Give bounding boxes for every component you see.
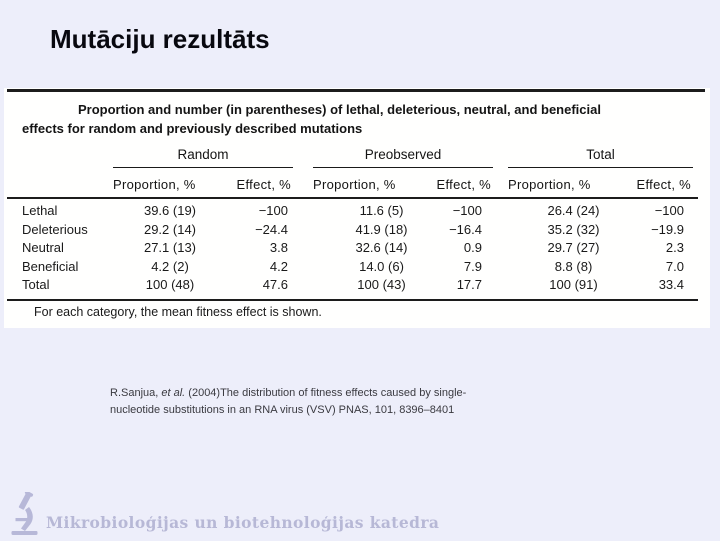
- cell-total-effect: −19.9: [651, 221, 684, 237]
- cell-total-effect: 7.0: [665, 258, 684, 274]
- row-label: Neutral: [22, 240, 64, 256]
- table-footnote: For each category, the mean fitness effe…: [34, 305, 322, 319]
- row-label: Total: [22, 277, 50, 293]
- cell-random-proportion: 39.6 (19): [143, 203, 197, 218]
- cell-random-proportion: 4.2 (2): [151, 258, 189, 274]
- citation-line1: R.Sanjua, et al. (2004)The distribution …: [110, 385, 590, 402]
- cell-preobserved-proportion: 41.9 (18): [355, 221, 408, 237]
- table-body: Lethal 39.6 (19) −100 11.6 (5) −100 26.4…: [4, 202, 710, 295]
- citation-line2: nucleotide substitutions in an RNA virus…: [110, 404, 455, 416]
- col-header-preobserved-proportion: Proportion, %: [313, 177, 396, 192]
- cell-total-proportion: 8.8 (8): [554, 258, 593, 274]
- cell-random-effect: 3.8: [269, 240, 288, 256]
- cell-random-effect: −24.4: [255, 221, 288, 237]
- cell-preobserved-proportion: 14.0 (6): [359, 258, 404, 274]
- column-group-header-row: Random Preobserved Total: [22, 144, 693, 168]
- column-gap: [293, 258, 313, 277]
- cell-random-proportion: 29.2 (14): [143, 221, 197, 237]
- cell-preobserved-effect: 7.9: [463, 258, 482, 274]
- table-bottom-rule: [7, 299, 698, 301]
- table-row: Lethal 39.6 (19) −100 11.6 (5) −100 26.4…: [22, 202, 693, 221]
- cell-total-effect: 33.4: [658, 277, 684, 293]
- cell-random-proportion: 100 (48): [145, 277, 195, 293]
- column-gap: [493, 202, 508, 221]
- citation: R.Sanjua, et al. (2004)The distribution …: [110, 385, 590, 419]
- table-caption-line2: effects for random and previously descri…: [22, 121, 363, 136]
- col-header-total-effect: Effect, %: [636, 177, 691, 192]
- column-gap: [293, 202, 313, 221]
- col-header-random-effect: Effect, %: [236, 177, 291, 192]
- column-gap: [293, 221, 313, 240]
- cell-preobserved-proportion: 32.6 (14): [355, 240, 408, 256]
- citation-etal: et al.: [161, 387, 186, 399]
- column-header-row: Proportion, % Effect, % Proportion, % Ef…: [22, 170, 693, 197]
- col-header-random-proportion: Proportion, %: [113, 177, 196, 192]
- table-row-total: Total 100 (48) 47.6 100 (43) 17.7 100 (9…: [22, 276, 693, 295]
- column-gap: [493, 239, 508, 258]
- table-row: Deleterious 29.2 (14) −24.4 41.9 (18) −1…: [22, 221, 693, 240]
- cell-preobserved-effect: 0.9: [463, 240, 482, 256]
- group-header-preobserved: Preobserved: [313, 144, 493, 168]
- cell-preobserved-proportion: 100 (43): [357, 277, 406, 293]
- row-label: Deleterious: [22, 221, 88, 237]
- column-gap: [293, 276, 313, 295]
- table-header-rule: [7, 197, 698, 200]
- page-title: Mutāciju rezultāts: [50, 24, 270, 54]
- column-gap: [493, 276, 508, 295]
- cell-random-effect: 47.6: [262, 277, 288, 293]
- cell-total-proportion: 26.4 (24): [547, 203, 600, 218]
- column-gap: [493, 258, 508, 277]
- column-gap: [293, 239, 313, 258]
- table-caption: Proportion and number (in parentheses) o…: [22, 100, 698, 138]
- microscope-icon: [9, 490, 39, 541]
- cell-total-proportion: 35.2 (32): [547, 221, 600, 237]
- citation-authors: R.Sanjua,: [110, 387, 162, 399]
- cell-total-proportion: 29.7 (27): [547, 240, 600, 256]
- col-header-total-proportion: Proportion, %: [508, 177, 591, 192]
- department-name: Mikrobioloģijas un biotehnoloģijas kated…: [46, 513, 440, 532]
- cell-random-effect: −100: [258, 203, 288, 218]
- table-row: Neutral 27.1 (13) 3.8 32.6 (14) 0.9 29.7…: [22, 239, 693, 258]
- citation-title: (2004)The distribution of fitness effect…: [185, 387, 467, 399]
- cell-preobserved-effect: 17.7: [456, 277, 482, 293]
- cell-preobserved-proportion: 11.6 (5): [359, 203, 404, 218]
- results-table-panel: Proportion and number (in parentheses) o…: [4, 88, 710, 328]
- col-header-preobserved-effect: Effect, %: [436, 177, 491, 192]
- table-top-rule: [7, 89, 705, 92]
- row-label: Lethal: [22, 203, 58, 218]
- cell-random-proportion: 27.1 (13): [143, 240, 197, 256]
- group-header-total: Total: [508, 144, 693, 168]
- table-row: Beneficial 4.2 (2) 4.2 14.0 (6) 7.9 8.8 …: [22, 258, 693, 277]
- column-gap: [493, 221, 508, 240]
- cell-total-proportion: 100 (91): [549, 277, 598, 293]
- group-header-random: Random: [113, 144, 293, 168]
- cell-preobserved-effect: −16.4: [449, 221, 482, 237]
- row-label: Beneficial: [22, 258, 79, 274]
- cell-random-effect: 4.2: [269, 258, 288, 274]
- cell-total-effect: −100: [654, 203, 684, 218]
- cell-preobserved-effect: −100: [452, 203, 482, 218]
- table-caption-line1: Proportion and number (in parentheses) o…: [78, 102, 601, 117]
- cell-total-effect: 2.3: [665, 240, 684, 256]
